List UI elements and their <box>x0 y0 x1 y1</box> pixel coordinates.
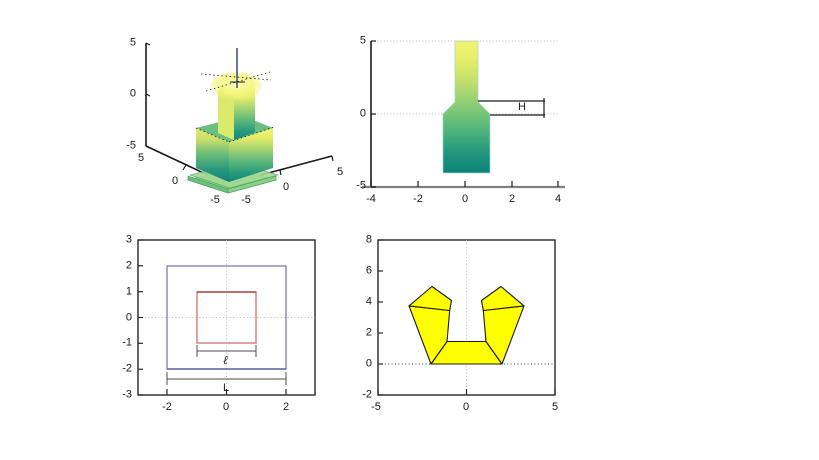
tick-x-0: 0 <box>462 401 470 413</box>
tick-x-4: 4 <box>554 193 562 205</box>
dimension-H-label: H <box>518 101 526 113</box>
profile-shape <box>442 40 491 174</box>
tick-z-0: 0 <box>129 87 136 100</box>
tick-x-2: 2 <box>508 193 516 205</box>
panel-side-profile: H 5 0 -5 -4 -2 0 2 4 <box>350 28 580 213</box>
tick-x-5: 5 <box>551 401 559 413</box>
tick-y-6: 6 <box>365 264 372 277</box>
tick-y-4: 4 <box>365 295 372 308</box>
plot-footprint-canvas <box>137 239 316 396</box>
plot-side-canvas <box>362 40 565 189</box>
tick-y-2: 2 <box>125 259 132 272</box>
dimension-L <box>166 372 287 385</box>
axis-ticks-footprint <box>138 239 287 396</box>
tick-y-0: 0 <box>365 357 372 370</box>
tick-y-5: 5 <box>137 152 145 164</box>
tick-y-0: 0 <box>125 311 132 324</box>
net-polygons <box>408 285 525 365</box>
net-right-flap <box>480 285 525 312</box>
tick-y-neg2: -2 <box>122 362 132 375</box>
dimension-l-label: ℓ <box>223 353 228 367</box>
dimension-l <box>196 345 257 357</box>
axis-ticks-net <box>377 239 556 396</box>
plot-net-canvas <box>377 239 556 396</box>
tick-x-0: 0 <box>282 181 290 193</box>
tick-y-neg3: -3 <box>122 388 132 401</box>
tick-y-0: 0 <box>359 107 366 120</box>
tick-y-5: 5 <box>359 34 366 47</box>
tick-y-neg5: -5 <box>356 179 366 192</box>
tick-x-0: 0 <box>222 401 230 413</box>
tick-z-neg5: -5 <box>126 139 136 152</box>
plot-3d-canvas <box>145 42 334 194</box>
tick-x-neg2: -2 <box>413 193 423 205</box>
tick-x-neg5: -5 <box>371 401 381 413</box>
axis-ticks-side <box>370 40 559 188</box>
tick-y-0: 0 <box>171 175 179 187</box>
dimension-L-label: L <box>223 382 230 394</box>
tick-x-neg2: -2 <box>162 401 172 413</box>
tick-z-5: 5 <box>129 36 136 49</box>
gridlines-footprint <box>138 240 315 395</box>
tick-x-2: 2 <box>282 401 290 413</box>
tick-y-2: 2 <box>365 326 372 339</box>
tick-y-3: 3 <box>125 233 132 246</box>
tick-y-neg5: -5 <box>210 194 220 206</box>
panel-unfolded-net: 8 6 4 2 0 -2 -5 0 5 <box>350 232 580 417</box>
tick-x-neg5: -5 <box>241 194 251 206</box>
tick-x-neg4: -4 <box>366 193 376 205</box>
tick-y-neg1: -1 <box>122 336 132 349</box>
tick-y-8: 8 <box>365 233 372 246</box>
axis-ticks-3d <box>145 42 334 190</box>
dimension-H <box>478 98 545 118</box>
tick-x-5: 5 <box>336 166 344 178</box>
apex-glow <box>210 72 262 100</box>
tick-y-1: 1 <box>125 285 132 298</box>
tick-x-0: 0 <box>461 193 469 205</box>
plot-frame <box>377 239 556 396</box>
tick-y-neg2: -2 <box>362 388 372 401</box>
panel-footprint: ℓ L 3 2 1 0 -1 -2 -3 -2 0 2 <box>110 232 340 417</box>
panel-3d-isometric: 5 0 -5 5 0 -5 -5 0 5 <box>100 28 350 208</box>
net-left-flap <box>408 285 453 312</box>
